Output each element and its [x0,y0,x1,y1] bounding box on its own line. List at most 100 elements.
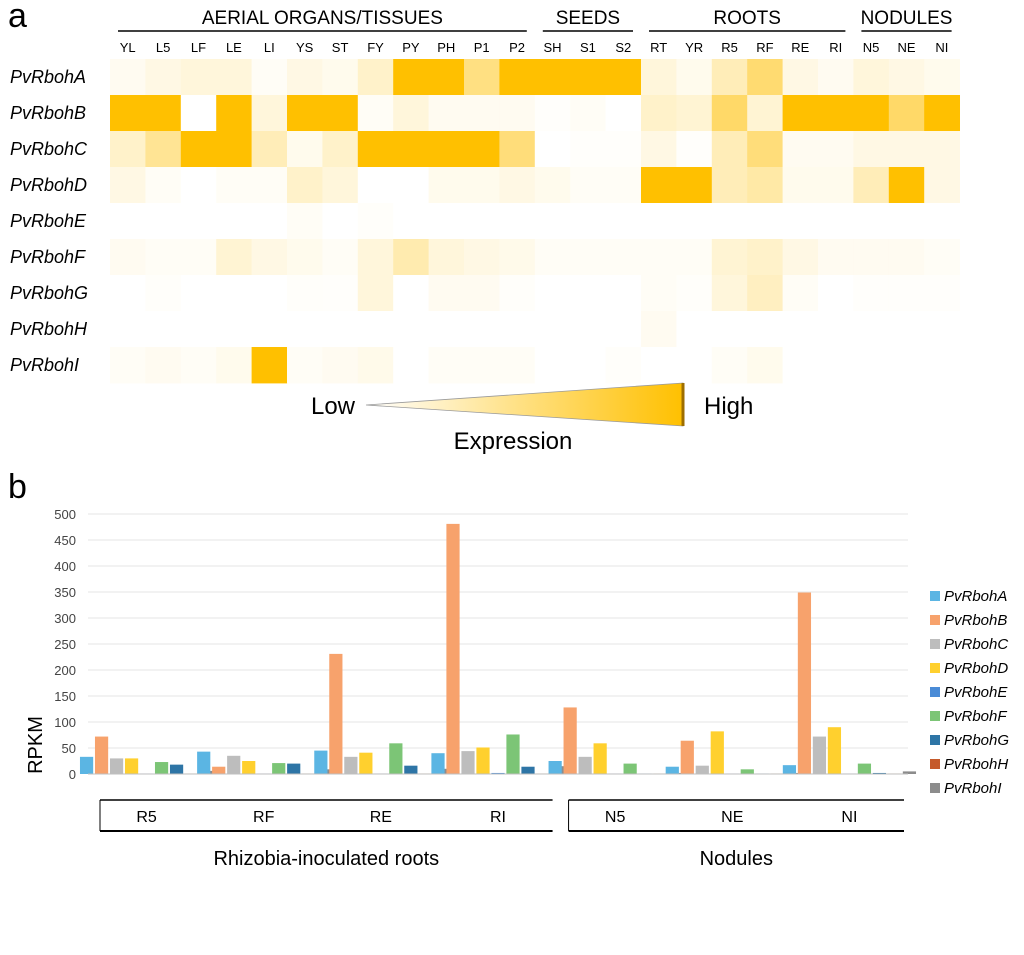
heatmap-cell [534,59,571,96]
heatmap-cell [818,239,854,276]
heatmap-row-label: PvRbohI [10,355,79,375]
legend-label: PvRbohE [944,684,1008,701]
scale-title: Expression [454,428,573,455]
heatmap-cell [534,347,571,384]
bar-PvRbohF-RI [506,734,520,774]
heatmap-cell [570,59,606,96]
heatmap-cell [322,59,359,96]
heatmap-cell [251,239,288,276]
heatmap-cell [110,95,146,132]
heatmap-cell [428,347,465,384]
heatmap-cell [145,131,182,168]
y-tick-label: 50 [62,741,76,756]
heatmap-cell [641,275,677,312]
heatmap-column-label: LI [264,40,275,55]
heatmap-cell [747,311,783,348]
heatmap-cell [676,131,713,168]
heatmap-cell [216,203,252,240]
heatmap-cell [428,95,465,132]
heatmap-cell [924,167,960,204]
heatmap-cell [464,347,500,384]
bar-PvRbohA-RF [197,751,211,774]
heatmap-row-label: PvRbohD [10,175,87,195]
heatmap-row-label: PvRbohE [10,211,87,231]
bar-PvRbohB-RE [329,653,343,774]
bar-PvRbohG-R5 [169,764,184,774]
heatmap-column-label: YS [296,40,314,55]
heatmap-cell [145,59,182,96]
heatmap-cell [145,347,182,384]
bar-PvRbohF-N5 [623,763,637,774]
x-tick-label: R5 [136,809,157,826]
legend-label: PvRbohG [944,732,1009,749]
heatmap-cell [287,131,323,168]
heatmap-cell [676,203,713,240]
heatmap-cell [287,59,323,96]
legend-swatch [930,759,940,769]
heatmap-cell [641,167,677,204]
heatmap-column-label: YR [685,40,703,55]
bar-PvRbohD-NE [710,731,724,774]
heatmap-cell [570,167,606,204]
heatmap-cell [251,347,288,384]
heatmap-column-label: RF [756,40,773,55]
heatmap-cell [818,167,854,204]
heatmap-cell [180,131,217,168]
heatmap-cell [605,311,642,348]
heatmap-cell [464,131,500,168]
heatmap-cell [853,131,890,168]
heatmap-cell [464,59,500,96]
heatmap-cell [322,203,359,240]
scale-low-label: Low [311,393,356,420]
heatmap-cell [464,275,500,312]
bar-PvRbohD-RE [359,752,373,774]
bar-PvRbohF-NE [740,769,754,774]
heatmap-cell [853,167,890,204]
heatmap-cell [145,203,182,240]
heatmap-cell [180,167,217,204]
heatmap-cell [287,311,323,348]
heatmap-cell [570,95,606,132]
heatmap-cell [888,167,925,204]
heatmap-group-label: SEEDS [556,8,620,29]
y-tick-label: 450 [54,533,76,548]
heatmap-cell [428,275,465,312]
scale-high-label: High [704,393,753,420]
legend-swatch [930,639,940,649]
heatmap-row-label: PvRbohG [10,283,88,303]
category-group-label: Nodules [700,848,773,870]
heatmap-cell [534,131,571,168]
heatmap-cell [782,347,819,384]
heatmap-cell [180,59,217,96]
heatmap-cell [641,95,677,132]
heatmap-cell [711,275,748,312]
bar-PvRbohD-N5 [593,743,607,774]
bar-PvRbohE-RI [491,772,505,774]
heatmap-cell [818,275,854,312]
bar-PvRbohB-N5 [563,707,577,774]
legend-swatch [930,783,940,793]
heatmap-cell [110,311,146,348]
heatmap-cell [499,203,536,240]
heatmap-cell [818,347,854,384]
heatmap-cell [605,239,642,276]
x-tick-label: N5 [605,809,626,826]
heatmap-cell [428,311,465,348]
expression-gradient-wedge [365,382,684,427]
heatmap-cell [782,275,819,312]
heatmap-cell [393,167,429,204]
bar-PvRbohG-NI [872,772,887,774]
heatmap-cell [853,311,890,348]
heatmap-cell [145,167,182,204]
heatmap-cell [216,59,252,96]
x-tick-label: RE [370,809,392,826]
panel-b-label: b [8,468,27,506]
heatmap-cell [924,203,960,240]
bar-PvRbohB-NE [680,740,694,774]
heatmap-column-label: P1 [474,40,490,55]
heatmap-cell [393,95,429,132]
heatmap-cell [534,95,571,132]
heatmap-group-label: AERIAL ORGANS/TISSUES [202,8,443,29]
heatmap-cell [287,167,323,204]
heatmap-cell [287,203,323,240]
